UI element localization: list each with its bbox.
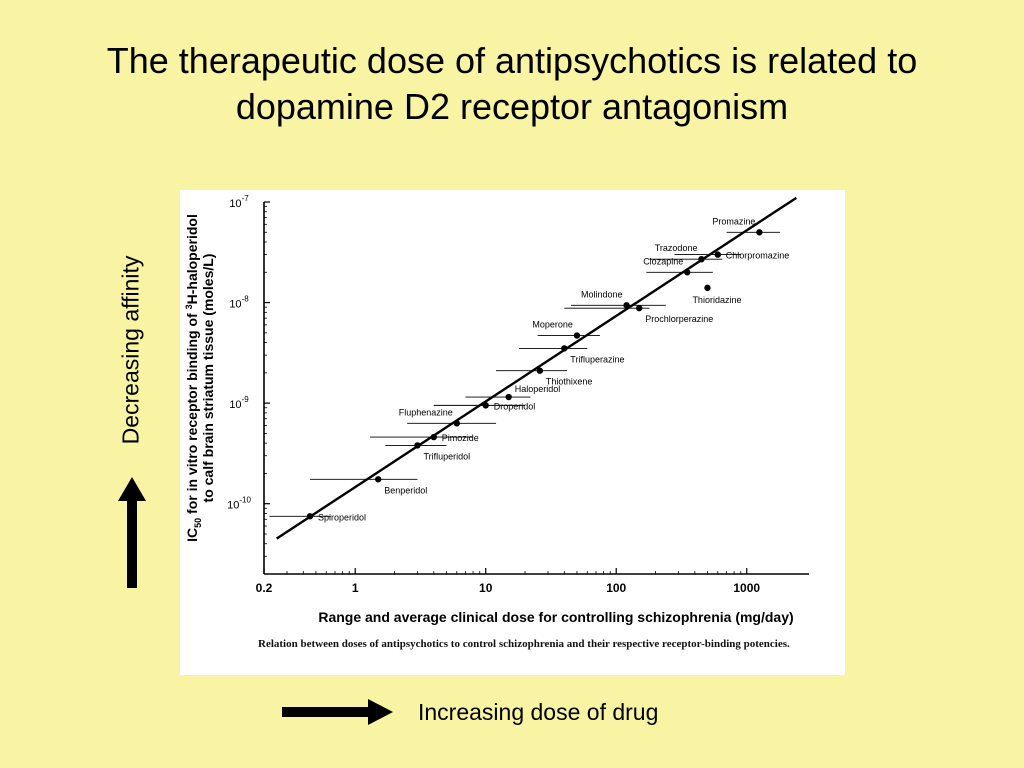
- data-point: [756, 229, 763, 236]
- point-label: Promazine: [712, 216, 755, 226]
- labels-layer: Spiroperidol Benperidol Trifluperidol Pimoz…: [318, 216, 789, 522]
- data-point: [505, 393, 512, 401]
- slide-title-line-2: dopamine D2 receptor antagonism: [235, 86, 789, 127]
- point-label: Clozapine: [643, 256, 683, 266]
- y-tick-exponent: -10: [239, 496, 251, 505]
- x-tick-label: 1000: [733, 581, 760, 595]
- regression-line: [275, 196, 798, 540]
- increasing-dose-label: Increasing dose of drug: [418, 699, 659, 725]
- y-axis-title-tail: H-haloperidol: [184, 214, 200, 304]
- right-arrow-icon: [282, 699, 393, 725]
- up-arrow-icon: [118, 477, 146, 588]
- point-label: Prochlorperazine: [645, 314, 713, 324]
- slide-title-line-1: The therapeutic dose of antipsychotics i…: [106, 40, 918, 81]
- figure-caption: Relation between doses of antipsychotics…: [258, 638, 790, 650]
- scatter-chart: 0.2 1 10 100 1000 10-10 10-9 10-8 10-7 Spiroperi…: [184, 194, 809, 625]
- y-tick-label: 10-7: [229, 194, 249, 210]
- data-point: [636, 304, 643, 312]
- point-label: Thiothixene: [546, 377, 593, 387]
- y-axis-title-superscript: 3: [184, 304, 194, 309]
- data-point: [536, 367, 544, 374]
- y-tick-exponent: -7: [242, 194, 250, 203]
- point-label: Molindone: [581, 289, 623, 299]
- data-point: [561, 345, 568, 352]
- data-point: [482, 402, 489, 409]
- y-tick-exponent: -9: [242, 395, 250, 404]
- data-point: [430, 433, 437, 441]
- point-label: Trifluperazine: [570, 354, 624, 364]
- x-tick-label: 0.2: [256, 581, 273, 595]
- data-point: [414, 442, 421, 449]
- points-layer: [269, 229, 781, 520]
- point-label: Droperidol: [494, 401, 536, 411]
- x-tick-label: 10: [479, 581, 493, 595]
- data-point: [704, 284, 711, 292]
- y-tick-label: 10-10: [227, 496, 251, 512]
- data-point: [698, 255, 705, 263]
- y-tick-exponent: -8: [242, 295, 250, 304]
- point-label: Pimozide: [442, 433, 479, 443]
- point-label: Moperone: [532, 320, 573, 330]
- y-axis-title-line-2: IC50 for in vitro receptor binding of 3H…: [184, 214, 203, 542]
- x-axis-title: Range and average clinical dose for cont…: [318, 609, 793, 625]
- x-tick-label: 100: [606, 581, 626, 595]
- point-label: Fluphenazine: [399, 407, 453, 417]
- data-point: [714, 251, 721, 258]
- point-label: Chlorpromazine: [726, 251, 790, 261]
- point-label: Thioridazine: [692, 295, 741, 305]
- x-tick-label: 1: [352, 581, 359, 595]
- point-label: Benperidol: [384, 485, 427, 495]
- point-label: Trazodone: [655, 243, 698, 253]
- y-axis-title-prefix: IC: [184, 528, 200, 542]
- y-axis-title-subscript: 50: [193, 518, 203, 528]
- point-label: Haloperidol: [515, 384, 561, 394]
- point-label: Spiroperidol: [318, 512, 366, 522]
- data-point: [374, 476, 382, 483]
- y-axis-title-line-1: to calf brain striatum tissue (moles/L): [200, 254, 216, 503]
- y-tick-label: 10-9: [229, 395, 249, 411]
- data-point: [573, 332, 581, 339]
- point-label: Trifluperidol: [423, 451, 470, 461]
- slide-title: The therapeutic dose of antipsychotics i…: [0, 38, 1024, 130]
- data-point: [623, 302, 630, 309]
- chart-figure: 0.2 1 10 100 1000 10-10 10-9 10-8 10-7 Spiroperi…: [180, 190, 845, 675]
- data-point: [306, 513, 314, 520]
- regression-line-layer: [275, 196, 798, 540]
- data-point: [684, 269, 691, 276]
- decreasing-affinity-label: Decreasing affinity: [117, 255, 144, 445]
- data-point: [453, 420, 460, 427]
- y-tick-label: 10-8: [229, 295, 249, 311]
- y-axis-title-middle: for in vitro receptor binding of: [184, 309, 200, 517]
